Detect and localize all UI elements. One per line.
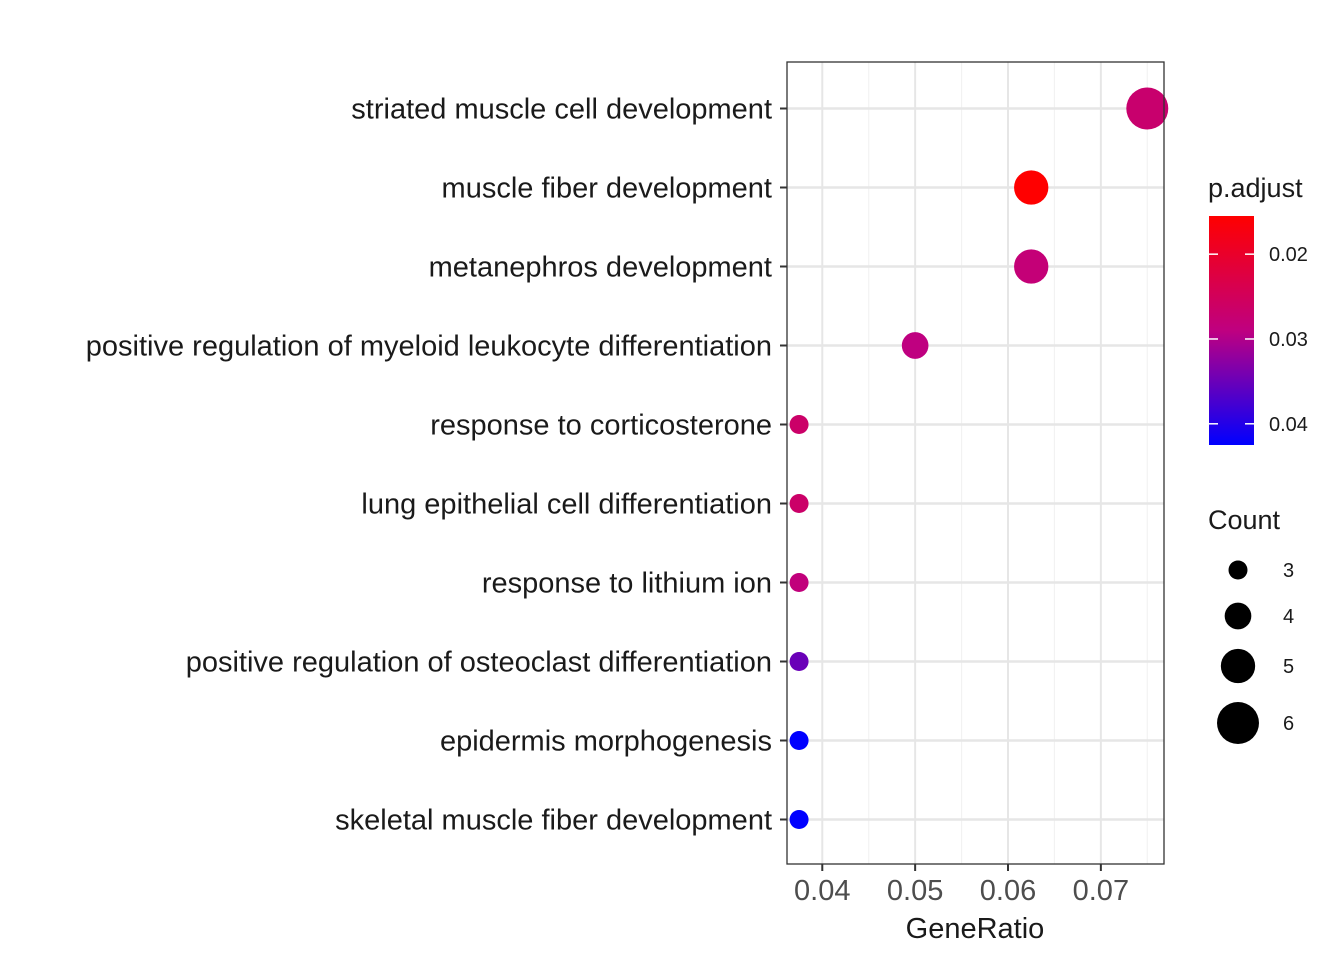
size-legend-label: 3 bbox=[1283, 560, 1294, 582]
size-legend-title: Count bbox=[1208, 505, 1281, 535]
size-legend: Count 3 4 5 6 bbox=[1208, 505, 1294, 744]
size-legend-label: 5 bbox=[1283, 656, 1294, 678]
color-bar bbox=[1209, 216, 1254, 445]
size-legend-label: 6 bbox=[1283, 713, 1294, 735]
data-point bbox=[1014, 170, 1049, 205]
y-tick-label: striated muscle cell development bbox=[351, 94, 772, 126]
data-point bbox=[789, 652, 809, 671]
y-tick-label: positive regulation of myeloid leukocyte… bbox=[86, 331, 772, 363]
x-tick-label: 0.04 bbox=[794, 875, 850, 907]
x-tick-label: 0.06 bbox=[980, 875, 1036, 907]
x-tick-label: 0.05 bbox=[887, 875, 943, 907]
color-legend-label: 0.04 bbox=[1269, 414, 1308, 436]
minor-gridlines bbox=[868, 62, 1148, 864]
plot-border bbox=[786, 61, 1165, 865]
data-point bbox=[789, 731, 809, 750]
size-legend-dot bbox=[1220, 648, 1256, 684]
color-legend: p.adjust 0.02 0.03 0.04 bbox=[1208, 173, 1308, 445]
color-legend-title: p.adjust bbox=[1208, 173, 1303, 203]
data-point bbox=[789, 415, 809, 434]
size-legend-dot bbox=[1224, 602, 1252, 630]
color-legend-ticks: 0.02 0.03 0.04 bbox=[1209, 244, 1308, 436]
color-legend-label: 0.03 bbox=[1269, 329, 1308, 351]
plot-background bbox=[787, 62, 1164, 864]
data-point bbox=[1014, 249, 1049, 284]
data-point bbox=[789, 573, 809, 592]
size-legend-dot bbox=[1217, 702, 1259, 744]
y-tick-label: muscle fiber development bbox=[442, 173, 772, 205]
y-tick-label: metanephros development bbox=[429, 252, 772, 284]
color-legend-label: 0.02 bbox=[1269, 244, 1308, 266]
major-gridlines bbox=[787, 62, 1164, 864]
data-point bbox=[901, 332, 929, 359]
size-legend-keys: 3 4 5 6 bbox=[1217, 560, 1294, 744]
x-tick-label: 0.07 bbox=[1073, 875, 1129, 907]
data-point bbox=[1126, 87, 1169, 130]
y-tick-label: response to corticosterone bbox=[430, 410, 772, 442]
y-axis: striated muscle cell development muscle f… bbox=[86, 94, 787, 837]
y-tick-label: response to lithium ion bbox=[482, 568, 772, 600]
size-legend-dot bbox=[1228, 560, 1248, 580]
x-axis: 0.04 0.05 0.06 0.07 bbox=[794, 864, 1129, 907]
y-tick-label: positive regulation of osteoclast differ… bbox=[186, 647, 772, 679]
y-tick-label: epidermis morphogenesis bbox=[440, 726, 772, 758]
data-point bbox=[789, 494, 809, 513]
y-tick-label: skeletal muscle fiber development bbox=[335, 805, 772, 837]
data-points bbox=[789, 87, 1169, 829]
y-tick-label: lung epithelial cell differentiation bbox=[361, 489, 772, 521]
x-axis-title: GeneRatio bbox=[906, 913, 1045, 945]
plot-area bbox=[786, 61, 1169, 865]
data-point bbox=[789, 810, 809, 829]
size-legend-label: 4 bbox=[1283, 606, 1294, 628]
